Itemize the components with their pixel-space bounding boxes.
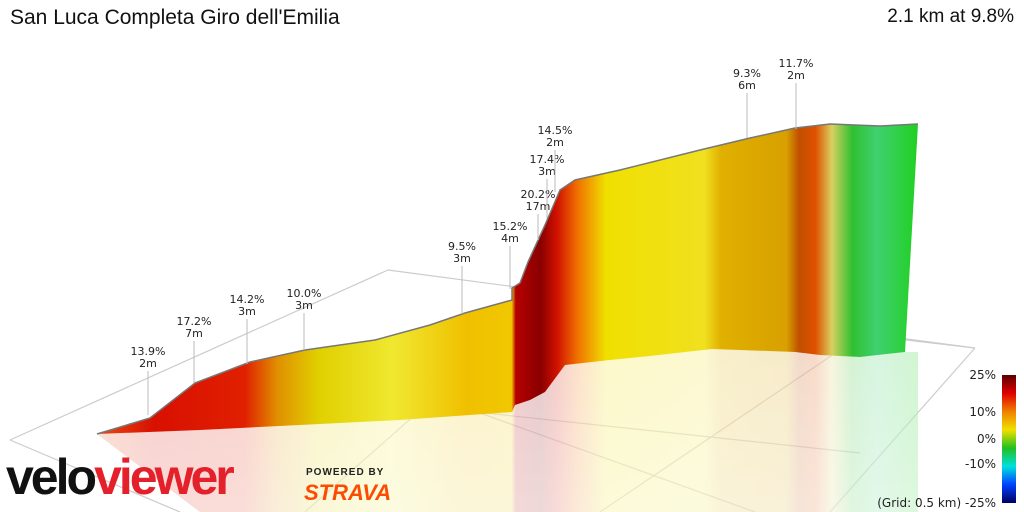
annotation-length: 2m [787,69,805,82]
annotation-length: 2m [546,136,564,149]
annotation-grade: 17.4% [530,153,565,166]
annotations: 13.9%2m17.2%7m14.2%3m10.0%3m9.5%3m15.2%4… [131,57,814,415]
annotation-grade: 13.9% [131,345,166,358]
legend-tick: (Grid: 0.5 km) -25% [877,496,996,510]
strava-logo: STRAVA [304,480,392,505]
annotation-length: 17m [526,200,551,213]
annotation-grade: 9.3% [733,67,761,80]
grid-line [9,439,181,512]
climb-summary: 2.1 km at 9.8% [887,6,1014,27]
annotation-length: 3m [238,305,256,318]
legend-tick: -10% [965,457,996,471]
legend-tick: 0% [977,432,996,446]
profile-face [97,124,918,434]
grid-line [9,269,389,441]
annotation-grade: 14.5% [538,124,573,137]
annotation-grade: 14.2% [230,293,265,306]
annotation-length: 3m [538,165,556,178]
grade-legend: 25% 10% 0% -10% (Grid: 0.5 km) -25% [877,368,1016,510]
annotation-length: 3m [453,252,471,265]
annotation-length: 2m [139,357,157,370]
annotation-grade: 9.5% [448,240,476,253]
reflection-fade [97,349,918,512]
annotation-grade: 15.2% [493,220,528,233]
annotation-length: 7m [185,327,203,340]
legend-tick: 10% [969,405,996,419]
veloviewer-logo: veloviewer [6,449,235,505]
profile-reflection [97,349,918,512]
annotation-grade: 11.7% [779,57,814,70]
annotation-length: 6m [738,79,756,92]
page-title: San Luca Completa Giro dell'Emilia [10,6,340,29]
legend-tick: 25% [969,368,996,382]
legend-colorbar [1002,375,1016,503]
annotation-grade: 17.2% [177,315,212,328]
profile-surface [96,123,919,435]
profile-top-edge [96,123,919,435]
annotation-length: 3m [295,299,313,312]
annotation-length: 4m [501,232,519,245]
annotation-grade: 10.0% [287,287,322,300]
powered-by-label: POWERED BY [306,467,385,478]
